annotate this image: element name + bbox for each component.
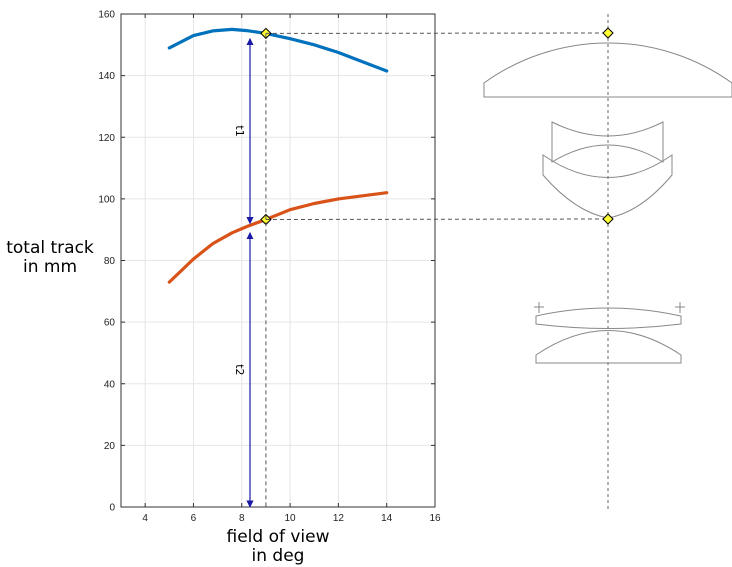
- horizontal-guide: [265, 218, 609, 221]
- lens-marker-2: [602, 213, 614, 225]
- x-tick-label: 4: [142, 513, 148, 524]
- x-tick-label: 12: [333, 513, 345, 524]
- series-line-2: [167, 191, 389, 284]
- x-axis-title: field of view: [226, 527, 329, 547]
- x-tick-label: 10: [285, 513, 297, 524]
- rear-lens-upper: [535, 307, 682, 329]
- y-tick-label: 100: [98, 194, 115, 205]
- y-tick-label: 40: [104, 379, 116, 390]
- x-tick-label: 8: [239, 513, 245, 524]
- x-tick-label: 6: [191, 513, 197, 524]
- y-axis-title: total track: [6, 238, 94, 258]
- series-layer: [167, 27, 389, 284]
- y-tick-label: 140: [98, 71, 115, 82]
- y-tick-label: 60: [104, 318, 116, 329]
- guide-lines: [265, 32, 609, 507]
- y-tick-label: 0: [109, 503, 115, 514]
- y-axis-title: in mm: [23, 257, 77, 277]
- middle-lens-lower: [542, 154, 673, 219]
- front-lens-element: [483, 42, 732, 98]
- middle-lens-upper: [551, 121, 664, 163]
- x-tick-label: 14: [381, 513, 393, 524]
- dimension-label-t2: t2: [233, 364, 246, 375]
- dimension-arrows: t1 t2: [233, 37, 254, 508]
- series-line-1: [167, 27, 389, 73]
- lens-marker-1: [602, 27, 614, 39]
- lens-markers: [602, 27, 614, 225]
- dimension-label-t1: t1: [233, 125, 246, 136]
- rear-lens-lower: [535, 330, 682, 364]
- y-tick-label: 160: [98, 10, 115, 21]
- x-axis-title: in deg: [252, 546, 305, 566]
- y-tick-label: 20: [104, 441, 116, 452]
- grid-lines: [121, 13, 436, 508]
- lens-diagram: [483, 14, 732, 510]
- x-tick-label: 16: [429, 513, 441, 524]
- y-tick-label: 80: [104, 256, 116, 267]
- y-tick-label: 120: [98, 133, 115, 144]
